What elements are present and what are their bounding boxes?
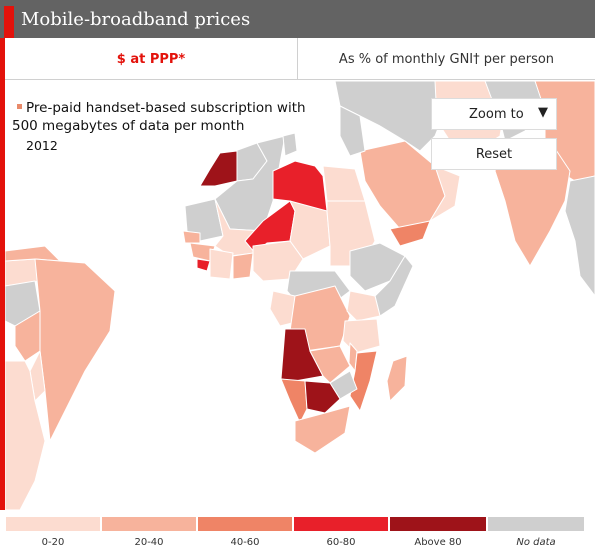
legend-label: No data [516,537,556,548]
legend-label: 20-40 [134,537,164,548]
zoom-to-dropdown[interactable]: Zoom to ▼ [431,98,557,130]
region-namibia[interactable] [280,378,308,424]
legend-swatch [6,517,100,531]
description-line-1: Pre-paid handset-based subscription with [26,100,306,116]
legend-label: 0-20 [41,537,65,548]
legend-label: 60-80 [326,537,356,548]
legend-swatch [294,517,388,531]
region-oman[interactable] [429,165,461,222]
chevron-down-icon: ▼ [538,105,548,120]
left-accent-rule [0,38,5,510]
choropleth-map[interactable] [5,81,595,510]
region-brazil[interactable] [34,258,116,442]
title-bar: Mobile-broadband prices [0,0,595,38]
legend-swatch [102,517,196,531]
region-argentina[interactable] [5,360,46,510]
legend-swatch [198,517,292,531]
region-yemen[interactable] [389,220,431,247]
zoom-to-label: Zoom to [469,106,524,122]
region-mauritania[interactable] [184,198,224,242]
region-madagascar[interactable] [386,355,408,402]
map-description: Pre-paid handset-based subscription with… [12,99,342,135]
legend-bullet-marker [17,104,22,109]
region-botswana[interactable] [304,380,341,414]
legend-label: 40-60 [230,537,260,548]
region-south-africa[interactable] [294,405,351,454]
legend-swatch [488,517,584,531]
region-ghana-togo[interactable] [232,252,254,280]
region-bolivia[interactable] [14,310,41,362]
tab-gni-share[interactable]: As % of monthly GNI† per person [297,38,595,80]
page-title: Mobile-broadband prices [21,9,251,30]
region-zambia[interactable] [309,345,351,384]
title-accent-mark [4,6,14,38]
region-levant[interactable] [339,105,366,157]
description-line-2: 500 megabytes of data per month [12,118,245,134]
region-southeast-asia[interactable] [564,175,595,297]
region-senegal[interactable] [182,230,201,244]
region-egypt[interactable] [322,165,366,207]
region-india[interactable] [494,140,571,267]
map-area[interactable] [5,81,595,510]
region-tunisia[interactable] [282,132,298,157]
tab-bar: $ at PPP* As % of monthly GNI† per perso… [5,38,595,80]
region-ivory-coast[interactable] [209,248,234,280]
region-venezuela[interactable] [5,245,61,262]
region-mozambique[interactable] [349,350,378,412]
reset-button[interactable]: Reset [431,138,557,170]
region-sierra-leone[interactable] [196,258,211,272]
region-western-sahara[interactable] [199,150,238,187]
description-year: 2012 [26,138,58,153]
legend-label: Above 80 [414,537,462,548]
region-uganda-kenya[interactable] [346,290,381,322]
region-tanzania[interactable] [342,318,381,354]
legend-swatch [390,517,486,531]
tab-ppp[interactable]: $ at PPP* [116,51,186,67]
